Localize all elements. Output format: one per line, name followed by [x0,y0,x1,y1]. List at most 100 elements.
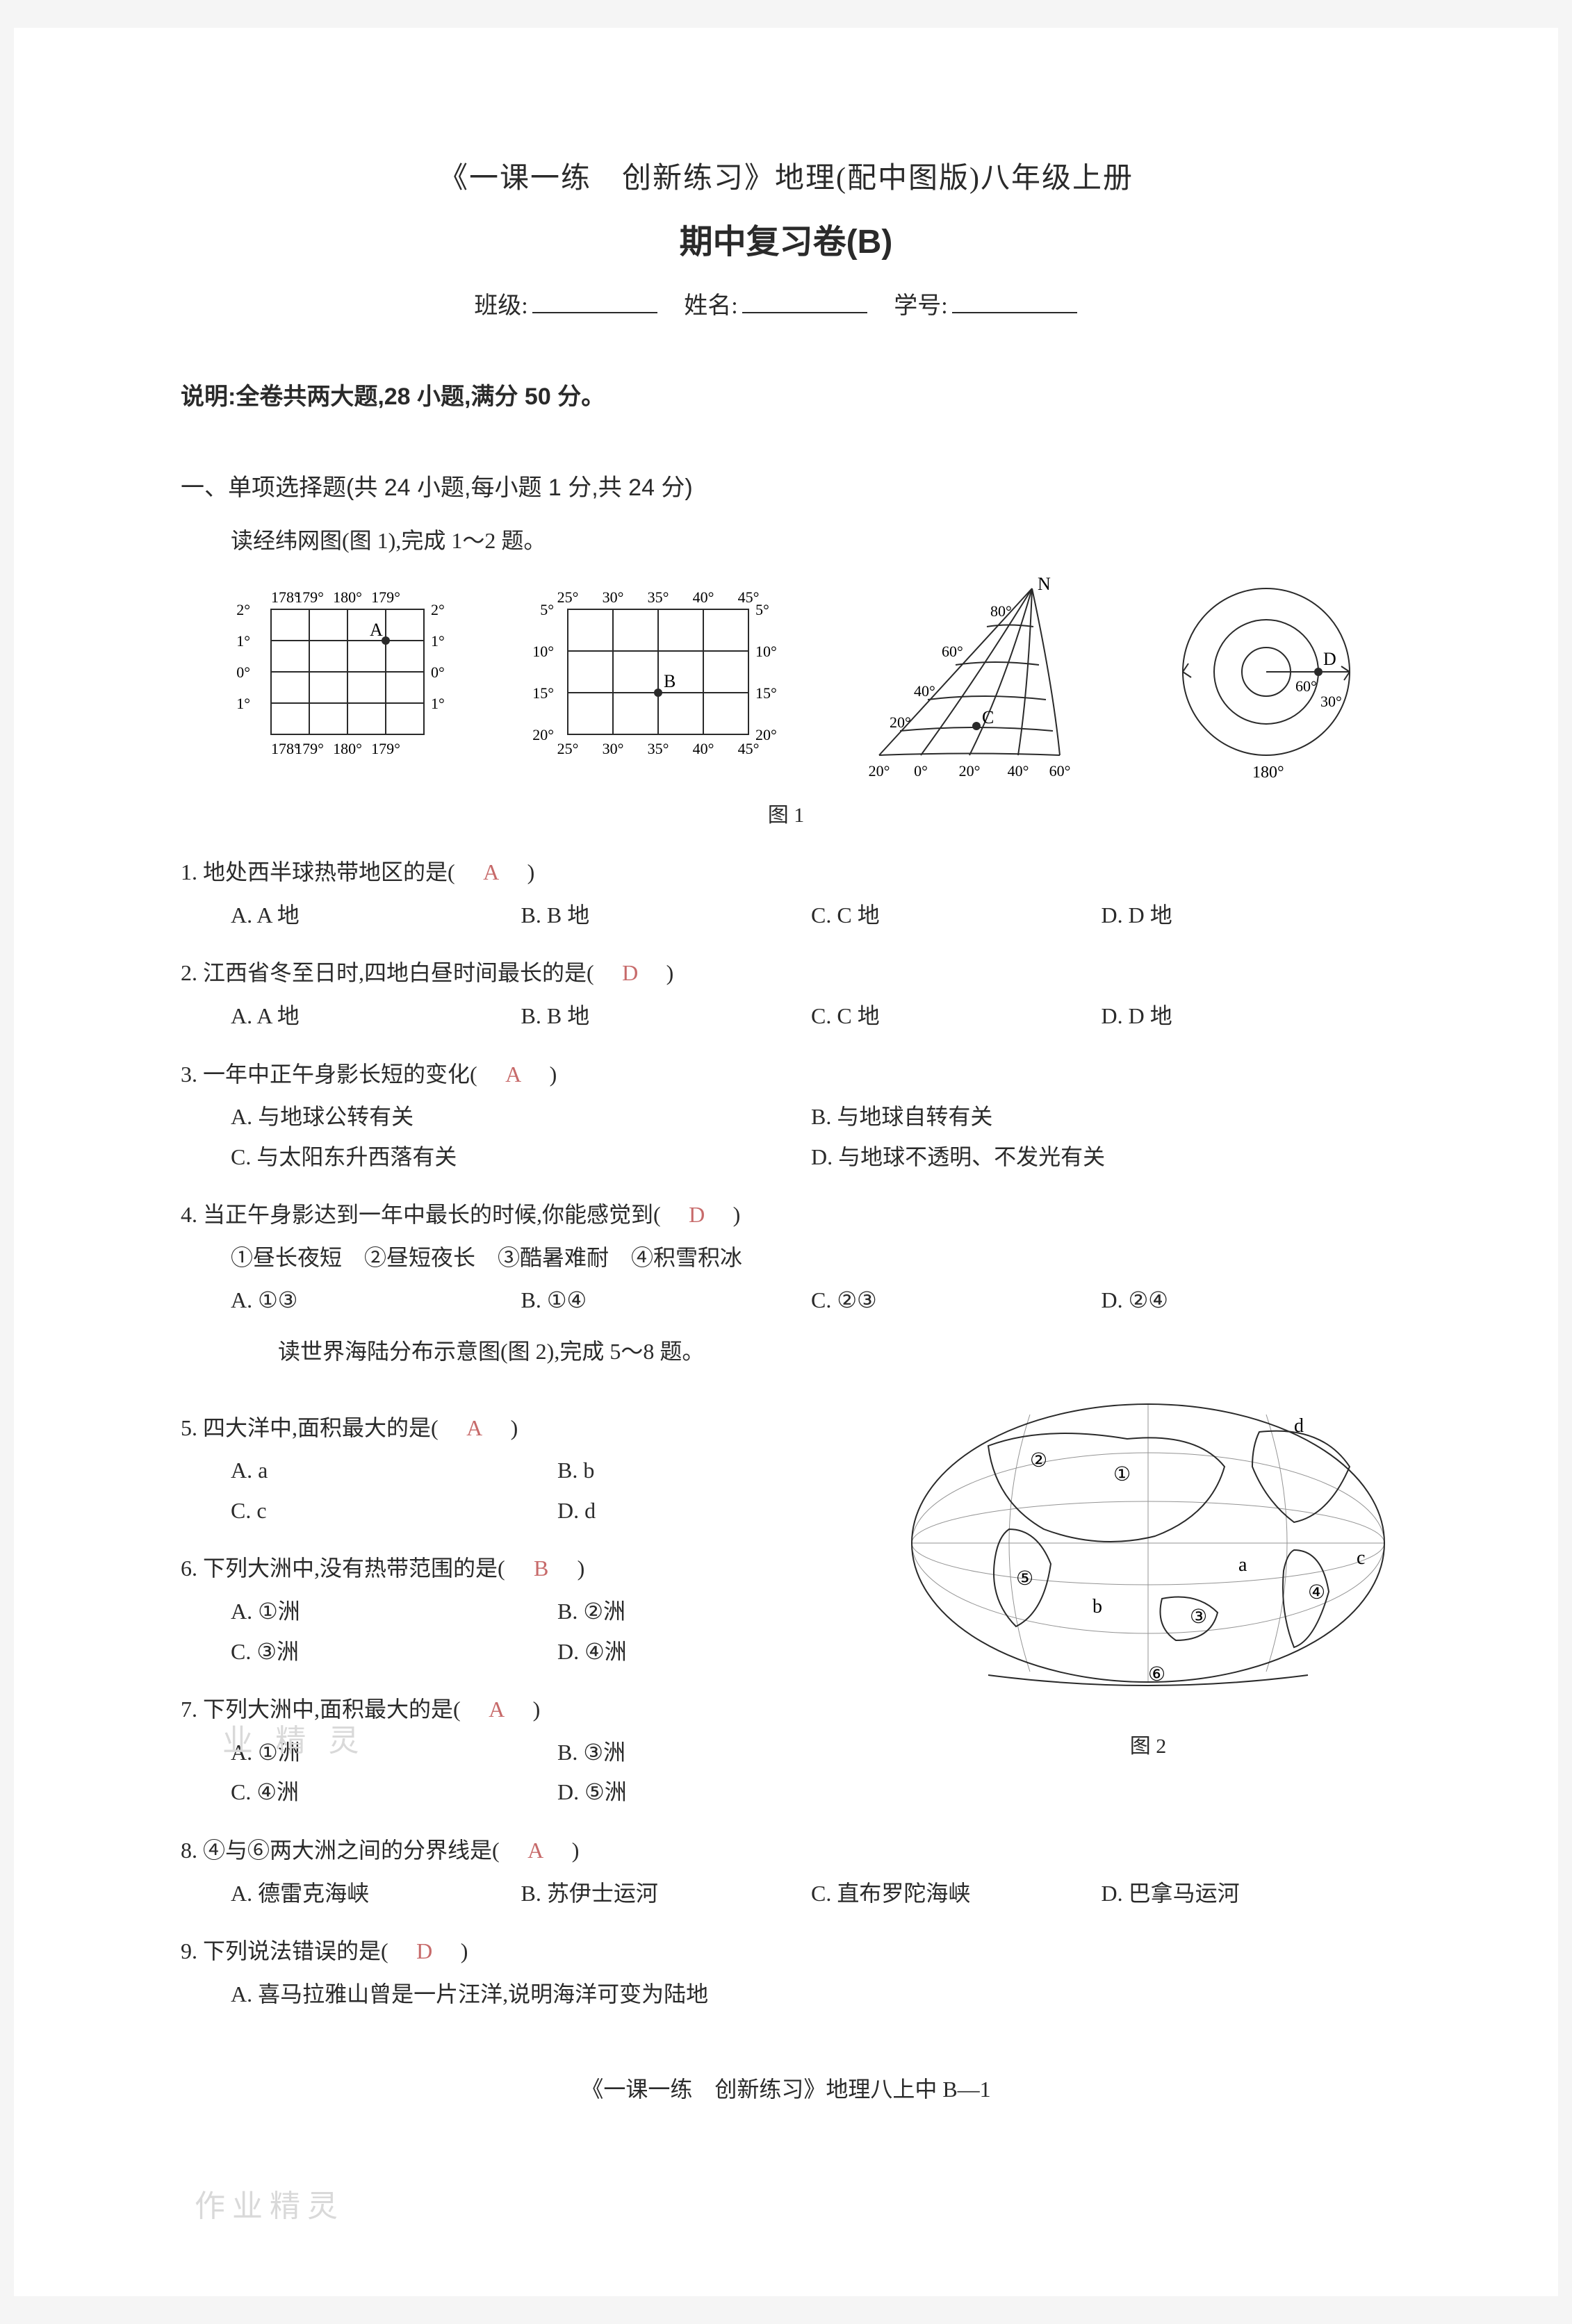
question-5: 5. 四大洋中,面积最大的是( A )A. aB. bC. cD. d [181,1408,884,1531]
q9-choice-a[interactable]: A. 喜马拉雅山曾是一片汪洋,说明海洋可变为陆地 [231,1975,1391,2015]
question-2: 2. 江西省冬至日时,四地白昼时间最长的是( D )A. A 地B. B 地C.… [181,953,1391,1036]
q3-choice-3[interactable]: D. 与地球不透明、不发光有关 [811,1137,1391,1178]
q8-choice-d[interactable]: D. 巴拿马运河 [1102,1874,1392,1914]
answer-8: A [522,1831,550,1871]
svg-text:0°: 0° [914,762,928,780]
reading-1: 读经纬网图(图 1),完成 1～2 题。 [231,521,1391,561]
questions-1-4: 1. 地处西半球热带地区的是( A )A. A 地B. B 地C. C 地D. … [181,852,1391,1321]
svg-text:20°: 20° [868,762,890,780]
q2-choice-1[interactable]: B. B 地 [521,996,812,1037]
section-1-head: 一、单项选择题(共 24 小题,每小题 1 分,共 24 分) [181,467,1391,509]
figure-1-row: A 178° 179° 180° 179° 178° 179° 180° 179… [222,575,1391,790]
answer-1: A [477,852,505,893]
q1-choice-2[interactable]: C. C 地 [811,896,1102,936]
q2-choice-3[interactable]: D. D 地 [1102,996,1392,1037]
page-footer: 《一课一练 创新练习》地理八上中 B—1 [181,2070,1391,2110]
q8-choice-a[interactable]: A. 德雷克海峡 [231,1874,521,1914]
answer-6: B [527,1549,555,1589]
svg-text:②: ② [1030,1450,1047,1472]
svg-text:20°: 20° [755,726,777,743]
svg-text:35°: 35° [648,588,669,606]
svg-text:1°: 1° [236,695,250,712]
svg-text:60°: 60° [1295,677,1317,695]
q8-choice-b[interactable]: B. 苏伊士运河 [521,1874,812,1914]
svg-text:60°: 60° [942,643,963,660]
svg-text:30°: 30° [603,740,624,757]
svg-text:30°: 30° [1320,693,1342,710]
id-blank[interactable] [952,285,1077,313]
student-info-row: 班级: 姓名: 学号: [181,285,1391,327]
q3-choice-2[interactable]: C. 与太阳东升西落有关 [231,1137,811,1178]
svg-text:⑤: ⑤ [1016,1568,1033,1590]
svg-text:b: b [1092,1596,1102,1617]
svg-text:⑥: ⑥ [1148,1664,1165,1686]
q4-choice-1[interactable]: B. ①④ [521,1280,812,1321]
name-label: 姓名: [684,293,737,319]
q8-choice-c[interactable]: C. 直布罗陀海峡 [811,1874,1102,1914]
svg-text:20°: 20° [890,714,911,731]
book-title: 《一课一练 创新练习》地理(配中图版)八年级上册 [181,153,1391,206]
globe-c-point: C [982,707,994,727]
q7-choice-2[interactable]: C. ④洲 [231,1772,557,1813]
fig2-world-map: ① ② ③ ④ ⑤ ⑥ a b c d [905,1390,1391,1710]
svg-text:③: ③ [1190,1606,1207,1628]
svg-text:25°: 25° [557,740,579,757]
q6-choice-2[interactable]: C. ③洲 [231,1632,557,1672]
q1-choice-3[interactable]: D. D 地 [1102,896,1392,936]
q6-choice-0[interactable]: A. ①洲 [231,1592,557,1632]
svg-text:180°: 180° [1252,764,1284,782]
svg-text:40°: 40° [693,740,714,757]
q7-choice-1[interactable]: B. ③洲 [557,1733,884,1773]
svg-text:1°: 1° [431,632,445,650]
q7-choice-3[interactable]: D. ⑤洲 [557,1772,884,1813]
q4-sub: ①昼长夜短 ②昼短夜长 ③酷暑难耐 ④积雪积冰 [231,1238,1391,1278]
svg-text:20°: 20° [958,762,980,780]
exam-page: 《一课一练 创新练习》地理(配中图版)八年级上册 期中复习卷(B) 班级: 姓名… [14,28,1558,2296]
svg-text:80°: 80° [990,602,1012,620]
q2-choice-0[interactable]: A. A 地 [231,996,521,1037]
q3-choice-1[interactable]: B. 与地球自转有关 [811,1097,1391,1137]
q4-choice-3[interactable]: D. ②④ [1102,1280,1392,1321]
answer-5: A [461,1408,489,1449]
q5-choice-0[interactable]: A. a [231,1451,557,1491]
svg-text:30°: 30° [603,588,624,606]
class-blank[interactable] [532,285,657,313]
svg-text:0°: 0° [431,664,445,681]
q1-choice-1[interactable]: B. B 地 [521,896,812,936]
answer-3: A [500,1055,527,1095]
q3-choice-0[interactable]: A. 与地球公转有关 [231,1097,811,1137]
watermark-1: 业 精 灵 [222,1713,366,1768]
class-label: 班级: [474,293,527,319]
name-blank[interactable] [742,285,867,313]
q4-choice-0[interactable]: A. ①③ [231,1280,521,1321]
q4-choice-2[interactable]: C. ②③ [811,1280,1102,1321]
svg-text:40°: 40° [1007,762,1029,780]
q6-choice-1[interactable]: B. ②洲 [557,1592,884,1632]
fig1-globe-c: C N 80° 60° 40° 20° 20° 0° 20° 40° 60° [844,575,1095,790]
svg-text:40°: 40° [914,682,935,700]
svg-text:10°: 10° [755,643,777,660]
svg-text:179°: 179° [371,588,400,606]
svg-text:10°: 10° [533,643,555,660]
svg-text:0°: 0° [236,664,250,681]
svg-text:179°: 179° [371,740,400,757]
fig1-polar-d: D 60° 30° 180° [1141,575,1391,783]
q5-choice-3[interactable]: D. d [557,1491,884,1531]
fig1-grid-a: A 178° 179° 180° 179° 178° 179° 180° 179… [222,575,473,783]
fig2-caption: 图 2 [905,1728,1391,1765]
svg-text:a: a [1238,1554,1247,1576]
q5-choice-1[interactable]: B. b [557,1451,884,1491]
reading-2: 读世界海陆分布示意图(图 2),完成 5～8 题。 [278,1332,1391,1372]
instruction: 说明:全卷共两大题,28 小题,满分 50 分。 [181,376,1391,418]
q2-choice-2[interactable]: C. C 地 [811,996,1102,1037]
q6-choice-3[interactable]: D. ④洲 [557,1632,884,1672]
question-3: 3. 一年中正午身影长短的变化( A )A. 与地球公转有关B. 与地球自转有关… [181,1055,1391,1178]
question-8: 8. ④与⑥两大洲之间的分界线是( A ) A. 德雷克海峡 B. 苏伊士运河 … [181,1831,1391,1913]
svg-text:N: N [1038,575,1051,594]
watermark-2: 作业精灵 [195,2179,345,2234]
question-6: 6. 下列大洲中,没有热带范围的是( B )A. ①洲B. ②洲C. ③洲D. … [181,1549,884,1672]
question-1: 1. 地处西半球热带地区的是( A )A. A 地B. B 地C. C 地D. … [181,852,1391,935]
q5-choice-2[interactable]: C. c [231,1491,557,1531]
q1-choice-0[interactable]: A. A 地 [231,896,521,936]
question-9: 9. 下列说法错误的是( D ) A. 喜马拉雅山曾是一片汪洋,说明海洋可变为陆… [181,1931,1391,2014]
